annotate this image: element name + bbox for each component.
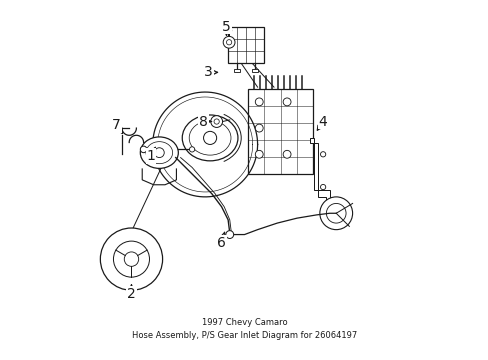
Circle shape <box>100 228 163 290</box>
Circle shape <box>319 197 352 230</box>
Ellipse shape <box>182 115 238 161</box>
Circle shape <box>203 131 216 144</box>
Ellipse shape <box>146 141 172 164</box>
Circle shape <box>255 124 263 132</box>
Ellipse shape <box>189 121 230 155</box>
Polygon shape <box>309 138 329 203</box>
Circle shape <box>214 119 219 124</box>
Circle shape <box>226 28 231 33</box>
Text: 8: 8 <box>199 114 211 129</box>
Circle shape <box>225 231 233 238</box>
Text: 7: 7 <box>112 118 122 134</box>
Circle shape <box>255 98 263 106</box>
FancyBboxPatch shape <box>228 27 264 63</box>
Text: 2: 2 <box>127 285 136 301</box>
Circle shape <box>320 152 325 157</box>
Bar <box>233 69 240 72</box>
Bar <box>251 69 258 72</box>
Circle shape <box>154 148 164 158</box>
Bar <box>247 89 313 174</box>
Circle shape <box>226 40 231 45</box>
Circle shape <box>124 252 139 266</box>
Circle shape <box>325 203 346 223</box>
Circle shape <box>223 36 235 48</box>
Text: 1997 Chevy Camaro
Hose Assembly, P/S Gear Inlet Diagram for 26064197: 1997 Chevy Camaro Hose Assembly, P/S Gea… <box>132 318 356 339</box>
Circle shape <box>210 116 222 127</box>
Circle shape <box>320 184 325 190</box>
Text: 6: 6 <box>217 232 225 250</box>
Text: 3: 3 <box>203 66 217 80</box>
Circle shape <box>283 150 290 158</box>
Circle shape <box>113 241 149 277</box>
Text: 5: 5 <box>222 19 230 35</box>
Circle shape <box>140 146 146 153</box>
Circle shape <box>255 150 263 158</box>
Text: 4: 4 <box>317 114 327 130</box>
Circle shape <box>283 98 290 106</box>
Circle shape <box>189 147 194 152</box>
Text: 1: 1 <box>146 147 155 163</box>
Ellipse shape <box>140 137 178 168</box>
